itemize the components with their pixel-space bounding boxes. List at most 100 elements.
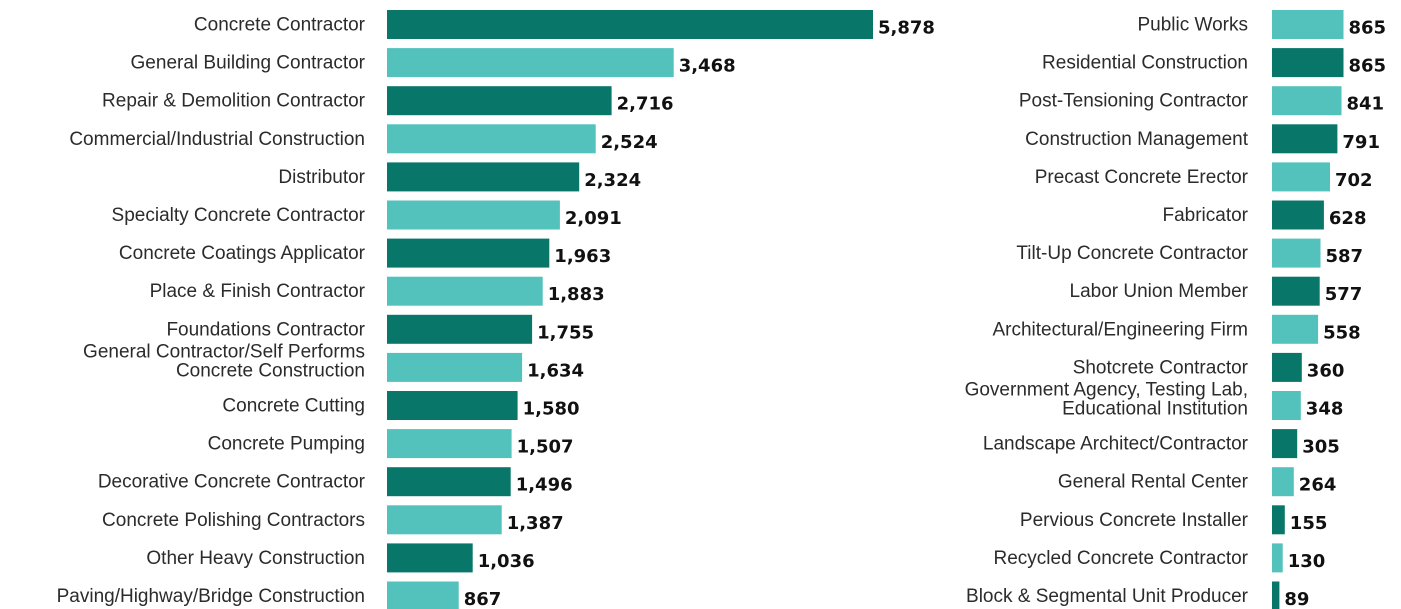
category-label: Commercial/Industrial Construction <box>69 129 365 150</box>
category-label: Block & Segmental Unit Producer <box>966 586 1249 607</box>
bar <box>387 238 550 268</box>
bar-value-label: 130 <box>1288 551 1326 572</box>
bar-value-label: 791 <box>1342 132 1380 153</box>
category-label: Concrete Polishing Contractors <box>102 510 365 531</box>
bar-value-label: 1,036 <box>478 551 535 572</box>
bar <box>1272 581 1280 609</box>
bar-value-label: 3,468 <box>679 56 736 77</box>
category-label: Place & Finish Contractor <box>150 281 366 302</box>
bar <box>1272 543 1283 573</box>
bar-value-label: 587 <box>1326 246 1364 267</box>
bar-value-label: 1,883 <box>548 284 605 305</box>
bar-value-label: 2,091 <box>565 208 622 229</box>
bar <box>387 391 518 420</box>
bar <box>387 314 533 344</box>
category-label: Precast Concrete Erector <box>1035 167 1249 188</box>
bar-value-label: 1,496 <box>516 475 573 496</box>
bar <box>1272 124 1338 154</box>
bar-value-label: 348 <box>1306 399 1344 420</box>
bar-value-label: 1,755 <box>537 322 594 343</box>
bar <box>1272 505 1285 535</box>
bar <box>1272 48 1344 78</box>
bar-value-label: 360 <box>1307 360 1345 381</box>
bar-value-label: 865 <box>1349 18 1387 39</box>
bar <box>1272 314 1319 344</box>
bar <box>387 162 580 192</box>
bar <box>387 352 523 382</box>
bar <box>1272 162 1330 192</box>
bar <box>387 429 512 459</box>
category-label: Labor Union Member <box>1070 281 1249 302</box>
category-label: Residential Construction <box>1042 53 1248 74</box>
bar-value-label: 1,580 <box>523 399 580 420</box>
bar-value-label: 155 <box>1290 513 1328 534</box>
category-label: Concrete Coatings Applicator <box>119 243 366 264</box>
category-label: Landscape Architect/Contractor <box>983 434 1249 455</box>
bar-value-label: 841 <box>1347 94 1385 115</box>
category-label: Paving/Highway/Bridge Construction <box>57 586 365 607</box>
category-label: Concrete Contractor <box>194 15 366 36</box>
bar <box>387 10 873 39</box>
bar <box>387 467 511 497</box>
bar-value-label: 1,963 <box>554 246 611 267</box>
category-label: General Contractor/Self Performs <box>83 341 365 362</box>
bar-value-label: 2,524 <box>601 132 658 153</box>
bar <box>387 48 674 78</box>
bar <box>387 276 543 306</box>
bar-value-label: 577 <box>1325 284 1363 305</box>
bar <box>1272 391 1301 420</box>
bar <box>387 200 560 230</box>
category-label: Pervious Concrete Installer <box>1020 510 1249 531</box>
category-label: Concrete Construction <box>176 360 365 381</box>
category-label: Repair & Demolition Contractor <box>102 91 366 112</box>
category-label: Educational Institution <box>1062 399 1248 420</box>
bar-value-label: 2,716 <box>617 94 674 115</box>
bar-value-label: 1,507 <box>517 437 574 458</box>
category-label: Public Works <box>1137 15 1248 36</box>
left-chart-panel: 5,878 Concrete Contractor 3,468 General Bui… <box>57 10 935 609</box>
bar-value-label: 1,634 <box>527 360 584 381</box>
category-label: Concrete Cutting <box>222 396 365 417</box>
category-label: Distributor <box>278 167 365 188</box>
category-label: Tilt-Up Concrete Contractor <box>1016 243 1248 264</box>
bar-value-label: 1,387 <box>507 513 564 534</box>
bar-value-label: 2,324 <box>584 170 641 191</box>
category-label: Construction Management <box>1025 129 1249 150</box>
bar <box>1272 10 1344 39</box>
bar-value-label: 89 <box>1284 589 1309 609</box>
bar-value-label: 305 <box>1302 437 1340 458</box>
bar <box>387 543 473 573</box>
bar <box>387 86 612 116</box>
right-chart-panel: 865 Public Works 865 Residential Constructi… <box>965 10 1387 609</box>
category-label: Post-Tensioning Contractor <box>1019 91 1249 112</box>
category-label: Fabricator <box>1162 205 1248 226</box>
bar <box>1272 238 1321 268</box>
bar <box>1272 200 1324 230</box>
category-label: Government Agency, Testing Lab, <box>965 380 1248 401</box>
bar-value-label: 558 <box>1323 322 1361 343</box>
category-label: Shotcrete Contractor <box>1073 357 1249 378</box>
category-label: General Building Contractor <box>131 53 366 74</box>
bar <box>1272 86 1342 116</box>
category-label: Foundations Contractor <box>166 319 365 340</box>
bar <box>1272 467 1294 497</box>
bar <box>387 581 459 609</box>
category-label: Decorative Concrete Contractor <box>98 472 366 493</box>
category-label: Other Heavy Construction <box>146 548 365 569</box>
bar-value-label: 702 <box>1335 170 1373 191</box>
bar-value-label: 5,878 <box>878 18 935 39</box>
bar-value-label: 867 <box>464 589 502 609</box>
category-label: General Rental Center <box>1058 472 1249 493</box>
bar-value-label: 865 <box>1349 56 1387 77</box>
category-label: Architectural/Engineering Firm <box>992 319 1248 340</box>
category-label: Recycled Concrete Contractor <box>994 548 1249 569</box>
bar <box>1272 352 1302 382</box>
bar <box>1272 276 1320 306</box>
category-label: Concrete Pumping <box>208 434 365 455</box>
bar-value-label: 628 <box>1329 208 1367 229</box>
bar-value-label: 264 <box>1299 475 1337 496</box>
bar <box>1272 429 1298 459</box>
bar <box>387 505 502 535</box>
bar <box>387 124 596 154</box>
